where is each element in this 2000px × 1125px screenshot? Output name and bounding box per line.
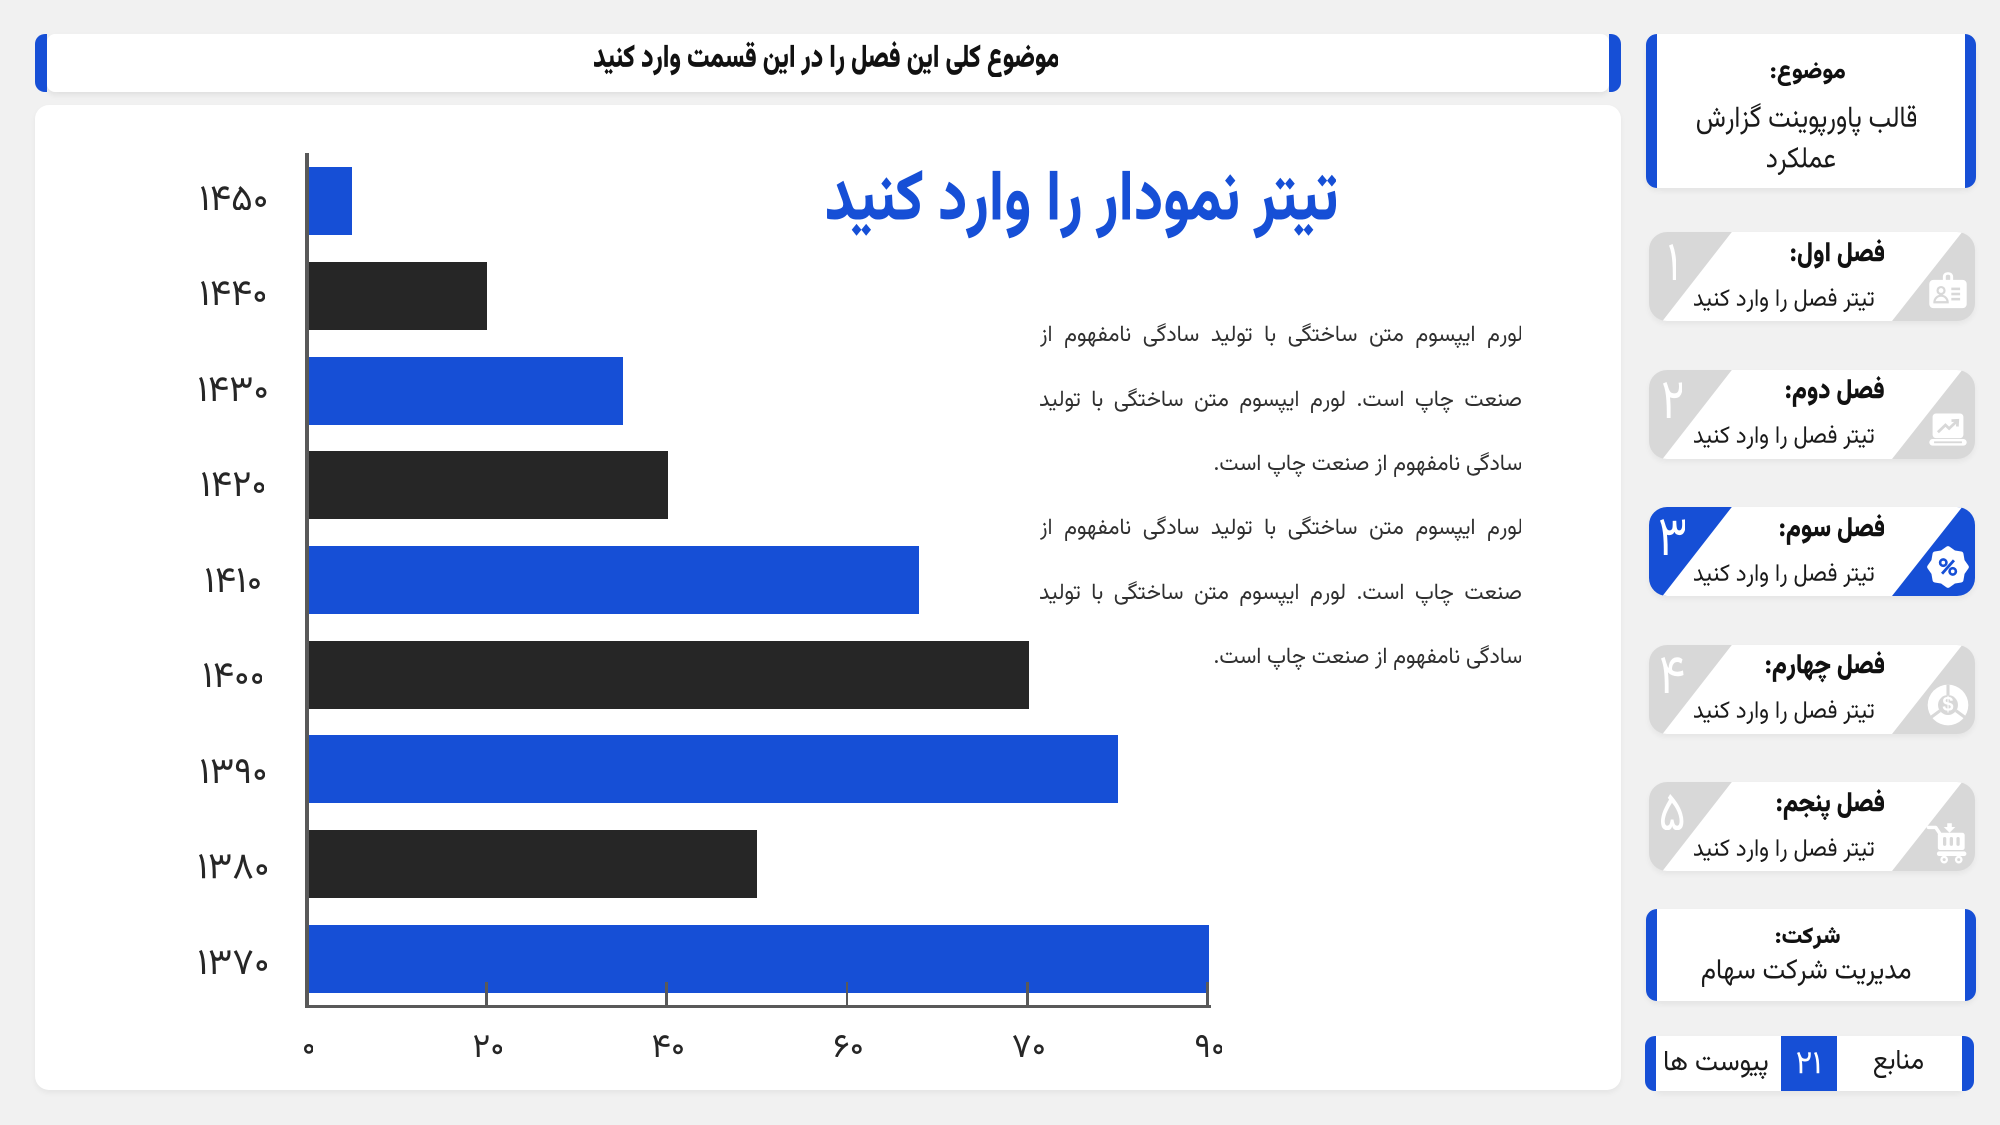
svg-text:$: $ — [1942, 693, 1953, 715]
